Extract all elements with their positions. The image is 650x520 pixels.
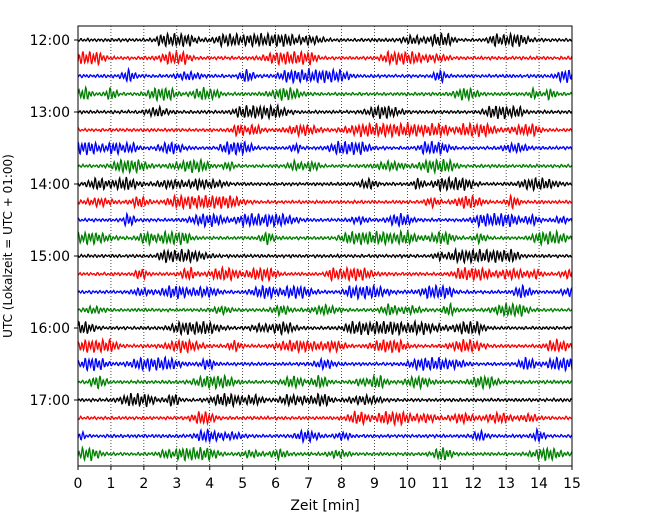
trace-18 <box>77 355 573 373</box>
y-tick-label-5: 17:00 <box>30 393 70 409</box>
x-tick-label-4: 4 <box>205 476 214 492</box>
trace-16 <box>77 318 573 337</box>
x-tick-label-6: 6 <box>271 476 280 492</box>
trace-10 <box>77 211 573 229</box>
trace-5 <box>77 121 573 139</box>
trace-3 <box>77 84 573 103</box>
trace-15 <box>77 301 573 319</box>
trace-13 <box>77 264 573 283</box>
x-tick-label-15: 15 <box>563 476 581 492</box>
trace-19 <box>77 373 573 391</box>
x-tick-label-1: 1 <box>106 476 115 492</box>
trace-17 <box>77 336 573 355</box>
trace-6 <box>77 140 573 157</box>
trace-11 <box>77 228 573 248</box>
y-tick-label-3: 15:00 <box>30 249 70 265</box>
trace-14 <box>77 283 573 301</box>
grid-lines <box>110 26 540 466</box>
x-tick-label-5: 5 <box>238 476 247 492</box>
x-tick-label-8: 8 <box>337 476 346 492</box>
y-tick-label-1: 13:00 <box>30 105 70 121</box>
y-tick-label-4: 16:00 <box>30 321 70 337</box>
trace-2 <box>77 66 573 85</box>
y-axis-ticks: 12:00 13:00 14:00 15:00 16:00 17:00 <box>30 33 78 409</box>
y-axis-label: UTC (Lokalzeit = UTC + 01:00) <box>1 154 15 338</box>
plot-frame <box>77 25 573 467</box>
y-tick-label-2: 14:00 <box>30 177 70 193</box>
x-axis-ticks: 0 1 2 3 4 5 6 7 8 9 10 11 12 13 14 15 <box>74 466 581 492</box>
x-tick-label-2: 2 <box>139 476 148 492</box>
trace-12 <box>77 246 573 265</box>
x-tick-label-7: 7 <box>304 476 313 492</box>
x-tick-label-9: 9 <box>370 476 379 492</box>
x-tick-label-10: 10 <box>398 476 416 492</box>
seismic-traces <box>77 31 573 463</box>
trace-21 <box>77 409 573 428</box>
x-tick-label-11: 11 <box>431 476 449 492</box>
x-tick-label-0: 0 <box>74 476 83 492</box>
trace-7 <box>77 157 573 175</box>
x-tick-label-12: 12 <box>464 476 482 492</box>
x-tick-label-13: 13 <box>497 476 515 492</box>
trace-22 <box>77 426 573 445</box>
x-tick-label-14: 14 <box>530 476 548 492</box>
x-tick-label-3: 3 <box>172 476 181 492</box>
trace-20 <box>77 392 573 409</box>
trace-4 <box>77 102 573 121</box>
trace-0 <box>77 31 573 49</box>
trace-23 <box>77 445 573 463</box>
trace-9 <box>77 193 573 211</box>
x-axis-label: Zeit [min] <box>290 498 359 514</box>
y-tick-label-0: 12:00 <box>30 33 70 49</box>
trace-8 <box>77 175 573 193</box>
trace-1 <box>77 49 573 67</box>
